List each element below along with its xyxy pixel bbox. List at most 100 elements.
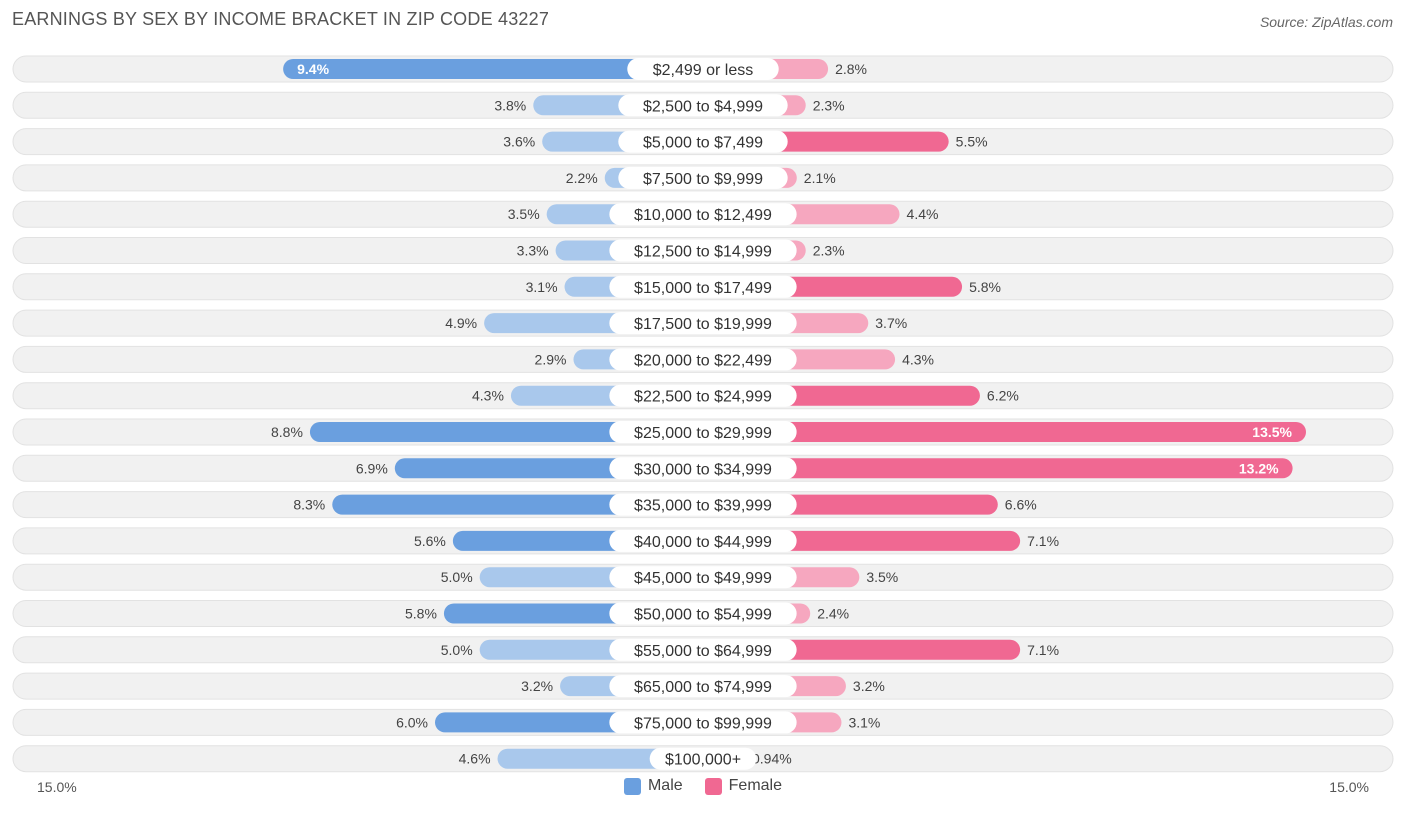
chart-row: 3.1% 5.8% $15,000 to $17,499: [12, 273, 1394, 301]
female-bar: [703, 422, 1306, 442]
chart-row: 3.8% 2.3% $2,500 to $4,999: [12, 91, 1394, 119]
chart-row: 3.5% 4.4% $10,000 to $12,499: [12, 200, 1394, 228]
chart-row: 4.9% 3.7% $17,500 to $19,999: [12, 309, 1394, 337]
female-value-label: 7.1%: [1027, 642, 1059, 658]
chart-row: 5.6% 7.1% $40,000 to $44,999: [12, 527, 1394, 555]
category-label-pill: [609, 602, 797, 625]
category-label: $65,000 to $74,999: [634, 679, 772, 696]
category-label: $25,000 to $29,999: [634, 425, 772, 442]
male-value-label: 3.2%: [521, 678, 553, 694]
chart-row: 9.4% 2.8% $2,499 or less: [12, 55, 1394, 83]
chart-row: 8.8% 13.5% $25,000 to $29,999: [12, 418, 1394, 446]
legend-male: Male: [623, 777, 683, 795]
female-value-label: 6.6%: [1005, 497, 1037, 513]
chart-row: 6.9% 13.2% $30,000 to $34,999: [12, 454, 1394, 482]
male-bar: [332, 494, 703, 515]
axis-right-label: 15.0%: [1329, 779, 1369, 795]
male-swatch-icon: [623, 777, 641, 795]
category-label: $2,499 or less: [653, 62, 754, 79]
male-value-label: 8.3%: [293, 497, 325, 513]
male-value-label: 3.6%: [503, 134, 535, 150]
male-value-label: 4.9%: [445, 315, 477, 331]
chart-row: 4.3% 6.2% $22,500 to $24,999: [12, 382, 1394, 410]
male-value-label: 9.4%: [297, 61, 329, 77]
chart-row: 6.0% 3.1% $75,000 to $99,999: [12, 708, 1394, 736]
category-label: $2,500 to $4,999: [643, 98, 763, 115]
category-label-pill: [609, 711, 797, 734]
male-bar: [309, 422, 703, 442]
female-swatch-icon: [704, 777, 722, 795]
category-label: $20,000 to $22,499: [634, 352, 772, 369]
category-label-pill: [609, 421, 797, 443]
category-label-pill: [609, 239, 797, 262]
female-bar: [703, 458, 1293, 479]
female-value-label: 2.8%: [835, 61, 867, 77]
category-label: $40,000 to $44,999: [634, 534, 772, 551]
female-value-label: 2.3%: [813, 243, 845, 259]
female-value-label: 2.4%: [817, 606, 849, 622]
category-label-pill: [609, 457, 797, 480]
category-label-pill: [618, 130, 788, 153]
female-value-label: 13.5%: [1252, 424, 1292, 440]
category-label-pill: [627, 58, 779, 80]
male-value-label: 4.3%: [472, 388, 504, 404]
male-value-label: 3.3%: [517, 243, 549, 259]
chart-row: 4.6% 0.94% $100,000+: [12, 745, 1394, 773]
female-value-label: 3.5%: [866, 569, 898, 585]
female-value-label: 3.7%: [875, 315, 907, 331]
female-value-label: 3.2%: [853, 678, 885, 694]
chart-row: 5.0% 3.5% $45,000 to $49,999: [12, 563, 1394, 591]
chart-row: 5.0% 7.1% $55,000 to $64,999: [12, 636, 1394, 664]
category-label-pill: [609, 275, 797, 298]
chart-row: 8.3% 6.6% $35,000 to $39,999: [12, 491, 1394, 519]
category-label: $10,000 to $12,499: [634, 207, 772, 224]
chart-row: 2.2% 2.1% $7,500 to $9,999: [12, 164, 1394, 192]
source-label: Source: ZipAtlas.com: [1259, 14, 1393, 30]
category-label: $50,000 to $54,999: [634, 607, 772, 624]
category-label-pill: [618, 166, 788, 189]
category-label: $45,000 to $49,999: [634, 570, 772, 587]
legend-female: Female: [704, 777, 783, 795]
male-value-label: 5.6%: [414, 533, 446, 549]
male-value-label: 5.0%: [441, 642, 473, 658]
category-label-pill: [609, 384, 797, 407]
category-label: $12,500 to $14,999: [634, 244, 772, 261]
category-label-pill: [609, 312, 797, 335]
category-label-pill: [609, 675, 797, 698]
category-label-pill: [609, 638, 797, 661]
legend: Male Female: [0, 777, 1406, 795]
chart-row: 3.3% 2.3% $12,500 to $14,999: [12, 237, 1394, 264]
legend-female-label: Female: [728, 777, 783, 794]
category-label: $7,500 to $9,999: [643, 171, 763, 188]
female-value-label: 7.1%: [1027, 533, 1059, 549]
male-value-label: 2.2%: [566, 170, 598, 186]
category-label-pill: [609, 203, 797, 226]
category-label-pill: [609, 348, 797, 371]
female-value-label: 13.2%: [1239, 460, 1279, 476]
category-label: $55,000 to $64,999: [634, 643, 772, 660]
category-label: $17,500 to $19,999: [634, 316, 772, 333]
category-label: $35,000 to $39,999: [634, 498, 772, 515]
female-value-label: 6.2%: [987, 388, 1019, 404]
category-label-pill: [609, 566, 797, 589]
category-label-pill: [618, 94, 788, 117]
category-label: $5,000 to $7,499: [643, 135, 763, 152]
male-value-label: 4.6%: [459, 751, 491, 767]
male-value-label: 8.8%: [271, 424, 303, 440]
male-value-label: 3.1%: [526, 279, 558, 295]
male-value-label: 5.0%: [441, 569, 473, 585]
category-label: $100,000+: [665, 752, 741, 769]
male-value-label: 6.0%: [396, 714, 428, 730]
female-value-label: 4.3%: [902, 351, 934, 367]
chart-row: 2.9% 4.3% $20,000 to $22,499: [12, 345, 1394, 373]
female-value-label: 5.5%: [956, 134, 988, 150]
category-label-pill: [609, 529, 797, 552]
category-label-pill: [609, 493, 797, 516]
legend-male-label: Male: [647, 777, 683, 794]
female-value-label: 5.8%: [969, 279, 1001, 295]
axis-left-label: 15.0%: [37, 779, 77, 795]
category-label: $22,500 to $24,999: [634, 389, 772, 406]
category-label-pill: [649, 747, 757, 770]
male-value-label: 3.8%: [494, 97, 526, 113]
